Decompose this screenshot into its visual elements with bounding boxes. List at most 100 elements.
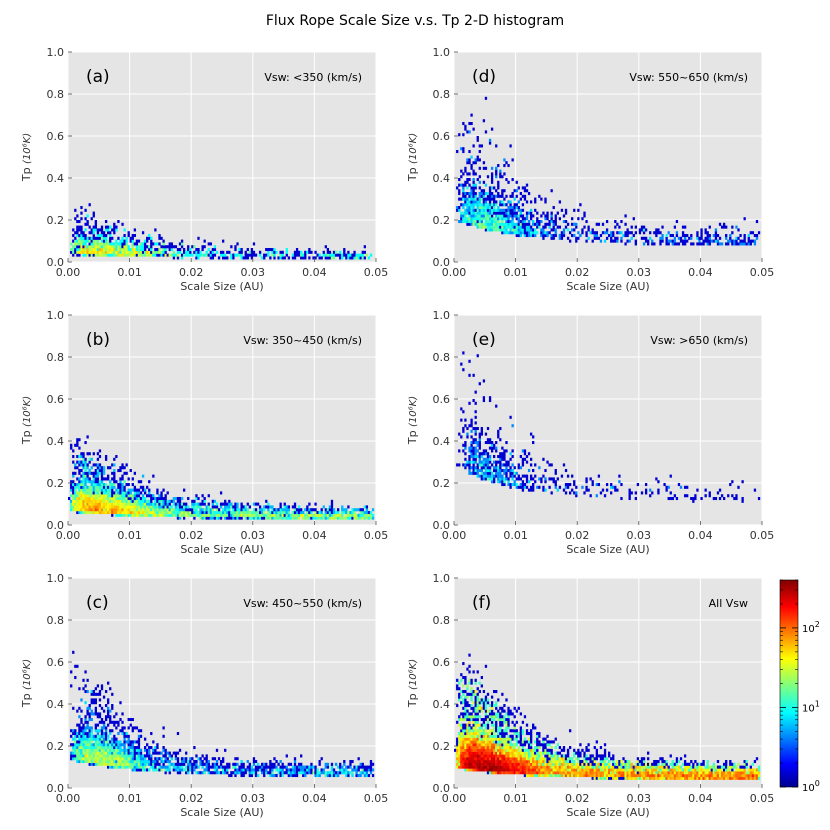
histogram-cell (488, 399, 492, 403)
histogram-cell (160, 508, 163, 512)
histogram-cell (550, 217, 553, 221)
histogram-cell (88, 469, 91, 473)
histogram-cell (72, 250, 75, 254)
histogram-cell (525, 477, 529, 481)
histogram-cell (80, 488, 83, 492)
histogram-cell (478, 217, 481, 221)
histogram-cell (464, 200, 467, 204)
histogram-cell (367, 516, 371, 520)
histogram-cell (544, 768, 547, 772)
histogram-cell (80, 737, 83, 741)
histogram-cell (104, 740, 108, 744)
histogram-cell (458, 208, 461, 212)
histogram-cell (575, 222, 578, 226)
histogram-cell (306, 511, 309, 515)
histogram-cell (281, 768, 284, 772)
histogram-cell (123, 494, 126, 498)
histogram-cell (232, 511, 235, 515)
histogram-cell (119, 765, 122, 769)
histogram-cell (482, 203, 486, 207)
histogram-cell (113, 737, 116, 741)
histogram-cell (468, 183, 471, 187)
histogram-cell (509, 200, 512, 204)
histogram-cell (121, 754, 124, 758)
histogram-cell (125, 760, 128, 764)
histogram-cell (74, 743, 77, 747)
histogram-cell (507, 469, 510, 473)
histogram-cell (131, 762, 134, 766)
histogram-cell (464, 197, 467, 201)
histogram-cell (109, 253, 112, 257)
histogram-cell (191, 499, 194, 503)
histogram-cell (238, 250, 241, 254)
histogram-cell (78, 220, 81, 224)
histogram-cell (737, 236, 740, 240)
histogram-cell (131, 511, 134, 515)
histogram-cell (488, 211, 492, 215)
histogram-cell (505, 471, 508, 475)
histogram-cell (493, 211, 496, 215)
histogram-cell (314, 256, 317, 260)
histogram-cell (182, 511, 186, 515)
histogram-cell (308, 511, 311, 515)
histogram-cell (470, 192, 473, 196)
histogram-cell (601, 771, 605, 775)
histogram-cell (90, 757, 93, 761)
histogram-cell (334, 511, 338, 515)
histogram-cell (729, 768, 732, 772)
histogram-cell (743, 234, 746, 238)
histogram-cell (291, 513, 295, 517)
histogram-cell (749, 771, 752, 775)
histogram-cell (462, 172, 465, 176)
histogram-cell (185, 502, 188, 506)
histogram-cell (139, 511, 143, 515)
histogram-cell (125, 502, 128, 506)
histogram-cell (125, 245, 128, 249)
histogram-cell (98, 751, 102, 755)
histogram-cell (182, 253, 186, 257)
histogram-cell (129, 762, 132, 766)
histogram-cell (180, 242, 184, 246)
histogram-cell (250, 511, 254, 515)
histogram-cell (542, 771, 545, 775)
histogram-cell (460, 214, 463, 218)
histogram-cell (107, 746, 110, 750)
histogram-cell (493, 225, 496, 229)
histogram-cell (300, 771, 303, 775)
histogram-cell (534, 228, 537, 232)
histogram-cell (228, 765, 231, 769)
histogram-cell (92, 508, 95, 512)
histogram-cell (96, 228, 100, 232)
histogram-cell (164, 771, 167, 775)
histogram-cell (164, 513, 167, 517)
histogram-cell (109, 754, 112, 758)
histogram-cell (480, 469, 483, 473)
histogram-cell (497, 768, 500, 772)
histogram-cell (519, 483, 523, 487)
histogram-cell (166, 765, 169, 769)
histogram-cell (302, 253, 305, 257)
histogram-cell (164, 497, 167, 501)
histogram-cell (172, 511, 176, 515)
histogram-cell (92, 214, 95, 218)
histogram-cell (577, 768, 580, 772)
histogram-cell (669, 771, 672, 775)
histogram-cell (78, 245, 81, 249)
histogram-cell (712, 774, 716, 778)
histogram-cell (117, 485, 120, 489)
histogram-cell (94, 712, 97, 716)
histogram-cell (185, 253, 188, 257)
histogram-cell (113, 494, 116, 498)
histogram-cell (256, 765, 260, 769)
histogram-cell (256, 502, 260, 506)
histogram-cell (472, 463, 475, 467)
histogram-cell (511, 220, 514, 224)
histogram-cell (745, 765, 748, 769)
histogram-cell (484, 183, 488, 187)
histogram-cell (497, 228, 500, 232)
x-axis-label: Scale Size (AU) (180, 280, 263, 293)
histogram-cell (84, 239, 87, 243)
histogram-cell (474, 460, 477, 464)
histogram-cell (608, 765, 611, 769)
histogram-cell (70, 499, 73, 503)
